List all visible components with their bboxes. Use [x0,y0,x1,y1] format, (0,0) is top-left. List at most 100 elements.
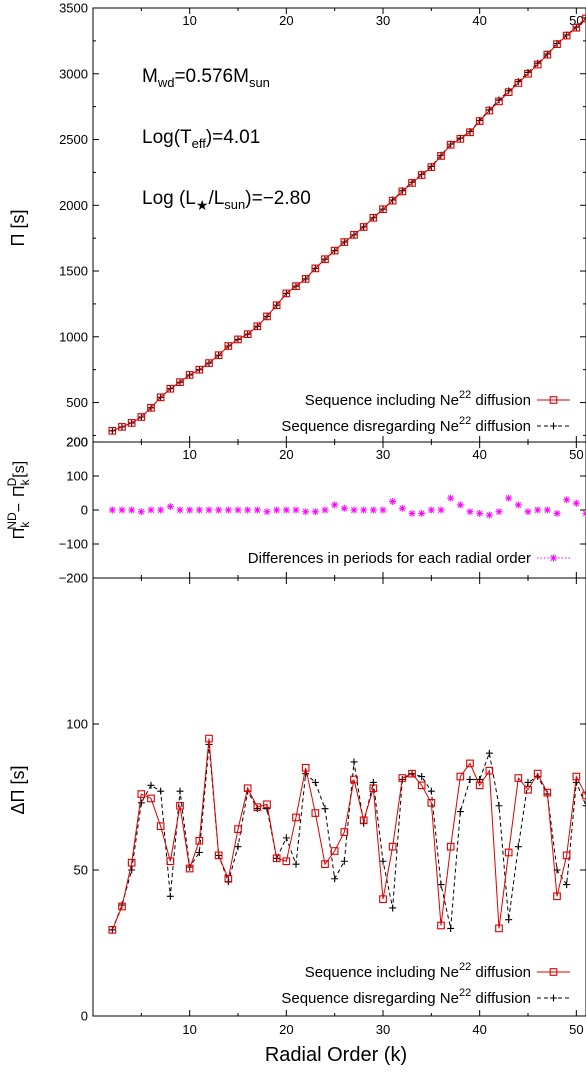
data-point [195,506,203,514]
legend-marker [549,396,558,404]
x-axis-label: Radial Order (k) [265,1044,407,1066]
middle-ylabel: ΠkND−ΠkD[s] [5,461,32,539]
data-point [466,775,474,783]
data-point [427,787,435,795]
data-point [321,805,329,813]
x-tick-label: 30 [376,13,390,28]
series-line [111,744,586,931]
data-point [243,784,252,793]
legend-marker [550,994,557,1002]
data-point [118,423,126,431]
data-point [524,508,532,516]
data-point [292,506,300,514]
x-tick-label: 50 [569,1022,583,1037]
data-point [398,774,407,782]
series-including-ne22 [108,734,586,934]
data-point [195,365,204,374]
legend-item: Differences in periods for each radial o… [248,550,570,567]
y-tick-label: 1500 [59,264,88,279]
data-point [408,769,416,778]
data-point [253,322,262,331]
data-point [475,117,484,125]
data-point [127,858,136,867]
data-point [379,895,387,904]
data-point [447,924,455,932]
data-point [495,97,503,106]
plot-frame [92,577,586,1017]
data-point [582,509,586,517]
data-point [563,881,571,889]
data-point [176,801,184,810]
data-point [166,857,175,866]
data-point [562,851,571,860]
data-point [263,800,271,809]
y-tick-label: 200 [66,435,88,450]
data-point [562,31,571,40]
legend: Differences in periods for each radial o… [248,550,570,567]
x-tick-label: 20 [279,13,293,28]
data-point [157,506,165,514]
data-point [388,842,397,851]
legend-marker [549,968,558,976]
data-point [215,506,223,514]
data-point [156,393,165,402]
data-point [205,506,213,514]
data-point [185,864,194,873]
data-point [263,508,271,516]
data-point [369,784,378,793]
data-point [466,128,474,137]
data-point [417,781,426,790]
data-point [272,301,281,310]
data-point [553,892,561,901]
data-point [263,312,271,321]
data-point [533,60,542,69]
data-point [224,506,232,514]
legend-label: Sequence including Ne22 diffusion [305,389,531,409]
series-line [112,18,586,432]
top-ylabel: Π [s] [8,209,28,246]
y-tick-label: 2500 [59,132,88,147]
data-point [108,426,117,435]
data-point [350,506,358,514]
data-point [340,238,349,246]
plot-frame [92,7,586,443]
data-point [282,289,291,298]
data-point [456,772,465,781]
legend: Sequence including Ne22 diffusion Sequenc… [281,389,570,435]
data-point [543,50,552,59]
data-point [504,848,513,857]
data-point [311,264,320,273]
data-point [176,787,184,795]
data-point [543,506,551,514]
data-point [524,785,532,794]
x-tick-label: 10 [182,13,196,28]
data-point [389,498,397,505]
data-point [369,213,378,222]
data-point [427,163,436,171]
legend-label: Sequence disregarding Ne22 diffusion [281,415,531,435]
legend-marker [550,554,557,562]
data-point [504,88,513,97]
data-point [253,803,262,812]
panel-2: 0 50 100 10 20 30 40 50 Sequence including Ne22 … [66,577,586,1037]
data-point [417,171,426,179]
data-point [301,275,310,283]
data-point [128,866,136,874]
data-point [437,921,445,930]
x-tick-label: 30 [376,447,390,462]
data-point [437,152,445,160]
data-point [408,179,416,187]
data-point [553,40,561,49]
data-point [186,506,194,514]
data-point [572,772,581,781]
y-tick-label: 200 [66,435,88,450]
data-point [157,787,165,795]
legend: Sequence including Ne22 diffusion Sequenc… [281,961,570,1007]
data-point [524,69,532,78]
data-point [321,860,329,869]
data-point [418,509,426,517]
data-point [388,196,397,205]
data-point [495,508,503,516]
x-tick-label: 10 [182,1022,196,1037]
panel-1: −200 −100 0 100 200 10 20 30 40 50 Differences in … [59,435,586,586]
